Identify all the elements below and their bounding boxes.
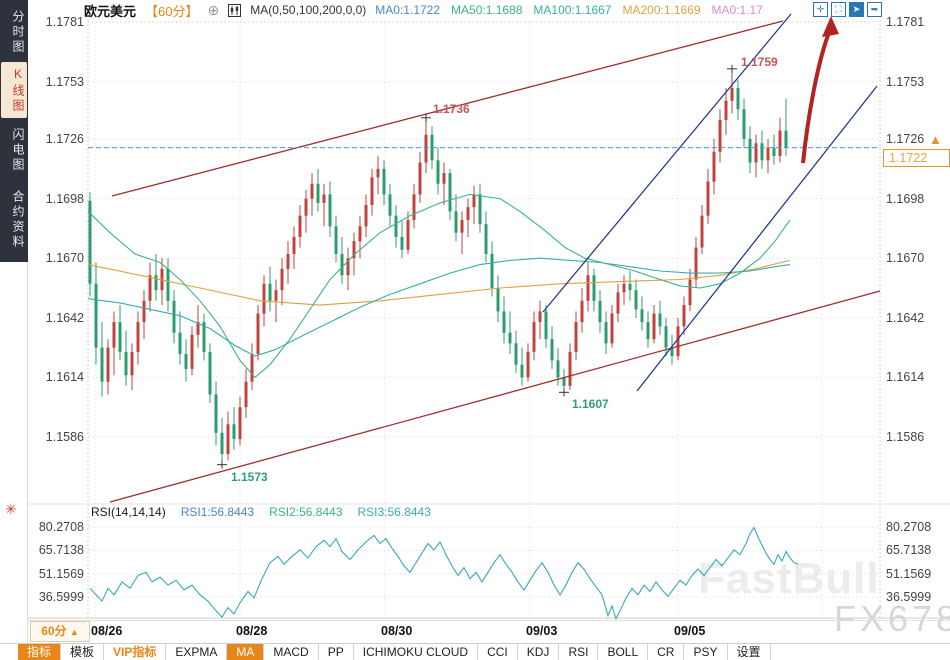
chart-window-icons: ✛ ⛶ ➤ ➥: [813, 2, 882, 17]
indicator-toolbar: 指标 模板 VIP指标 EXPMA MA MACD PP ICHIMOKU CLOUD CCI K…: [0, 643, 950, 660]
toolbar-item-4[interactable]: MA: [227, 644, 265, 660]
rsi-values: RSI1:56.8443 RSI2:56.8443 RSI3:56.8443: [181, 505, 431, 519]
sidebar-tab-kline-chart[interactable]: K线图: [1, 62, 27, 118]
rsi-value: RSI1:56.8443: [180, 504, 255, 519]
toolbar-item-1[interactable]: 模板: [61, 644, 105, 660]
sidebar: 分时图 K线图 闪电图 合约资料: [0, 0, 28, 660]
toolbar-item-8[interactable]: CCI: [478, 644, 518, 660]
toolbar-item-11[interactable]: BOLL: [598, 644, 649, 660]
rsi-value: RSI2:56.8443: [269, 504, 343, 519]
period-selector-label: 60分: [41, 624, 67, 638]
rsi-value: RSI3:56.8443: [357, 504, 431, 519]
ma-formula: MA(0,50,100,200,0,0): [250, 3, 367, 17]
period-dropdown-icon: ▲: [69, 627, 79, 637]
pan-icon[interactable]: ✛: [813, 2, 828, 17]
add-indicator-icon[interactable]: ⊕: [207, 1, 220, 18]
chart-header: 欧元美元 【60分】 ⊕ MA(0,50,100,200,0,0) MA0:1.…: [84, 1, 763, 19]
ma-values: MA0:1.1722 MA50:1.1688 MA100:1.1667 MA200:1…: [375, 3, 763, 17]
sidebar-tab-time-chart[interactable]: 分时图: [11, 9, 25, 55]
ma-value: MA100:1.1667: [533, 3, 612, 17]
ma-value: MA0:1.17: [711, 3, 763, 17]
sidebar-background: [0, 0, 28, 262]
cursor-icon[interactable]: ➤: [849, 2, 864, 17]
toolbar-item-3[interactable]: EXPMA: [166, 644, 228, 660]
toolbar-item-6[interactable]: PP: [319, 644, 354, 660]
ma-value: MA50:1.1688: [451, 3, 523, 17]
fastbull-watermark: FastBull: [698, 554, 880, 603]
toolbar-item-14[interactable]: 设置: [728, 644, 771, 660]
symbol-name: 欧元美元: [84, 3, 137, 19]
toolbar-item-0[interactable]: 指标: [18, 644, 62, 660]
export-icon[interactable]: ➥: [867, 2, 882, 17]
frame-icon[interactable]: ⛶: [831, 2, 846, 17]
rsi-title: RSI(14,14,14): [91, 504, 166, 519]
toolbar-item-7[interactable]: ICHIMOKU CLOUD: [354, 644, 479, 660]
ma-value: MA0:1.1722: [375, 3, 441, 17]
current-price-tag: 1.1722: [883, 149, 950, 167]
sidebar-tab-lightning-chart[interactable]: 闪电图: [11, 127, 25, 173]
period-selector[interactable]: 60分 ▲: [30, 621, 90, 642]
x-axis-separator: [0, 620, 950, 621]
rsi-settings-icon[interactable]: ✳: [5, 501, 17, 517]
period-label: 【60分】: [145, 3, 199, 19]
kline-icon: [228, 3, 242, 17]
price-up-arrow-icon: ▲: [929, 132, 942, 147]
toolbar-item-9[interactable]: KDJ: [518, 644, 560, 660]
toolbar-item-12[interactable]: CR: [648, 644, 685, 660]
toolbar-item-5[interactable]: MACD: [264, 644, 319, 660]
ma-value: MA200:1.1669: [622, 3, 701, 17]
toolbar-item-2[interactable]: VIP指标: [104, 644, 167, 660]
toolbar-item-10[interactable]: RSI: [559, 644, 599, 660]
toolbar-item-13[interactable]: PSY: [684, 644, 728, 660]
rsi-header: RSI(14,14,14) RSI1:56.8443 RSI2:56.8443 RS…: [91, 504, 431, 519]
sidebar-tab-contract-info[interactable]: 合约资料: [11, 190, 25, 250]
